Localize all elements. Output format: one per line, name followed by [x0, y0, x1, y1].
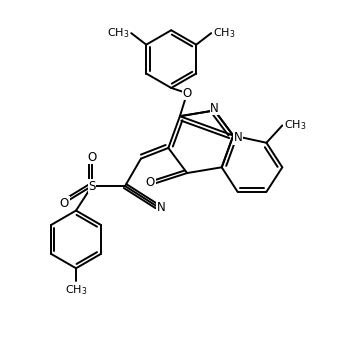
Text: N: N: [210, 102, 219, 114]
Text: N: N: [234, 131, 243, 144]
Text: N: N: [157, 201, 166, 214]
Text: O: O: [146, 176, 155, 189]
Text: O: O: [182, 87, 192, 99]
Text: O: O: [87, 151, 97, 164]
Text: CH$_3$: CH$_3$: [107, 26, 130, 40]
Text: S: S: [88, 179, 96, 193]
Text: CH$_3$: CH$_3$: [65, 283, 87, 297]
Text: CH$_3$: CH$_3$: [284, 119, 306, 132]
Text: CH$_3$: CH$_3$: [213, 26, 235, 40]
Text: O: O: [60, 197, 69, 210]
